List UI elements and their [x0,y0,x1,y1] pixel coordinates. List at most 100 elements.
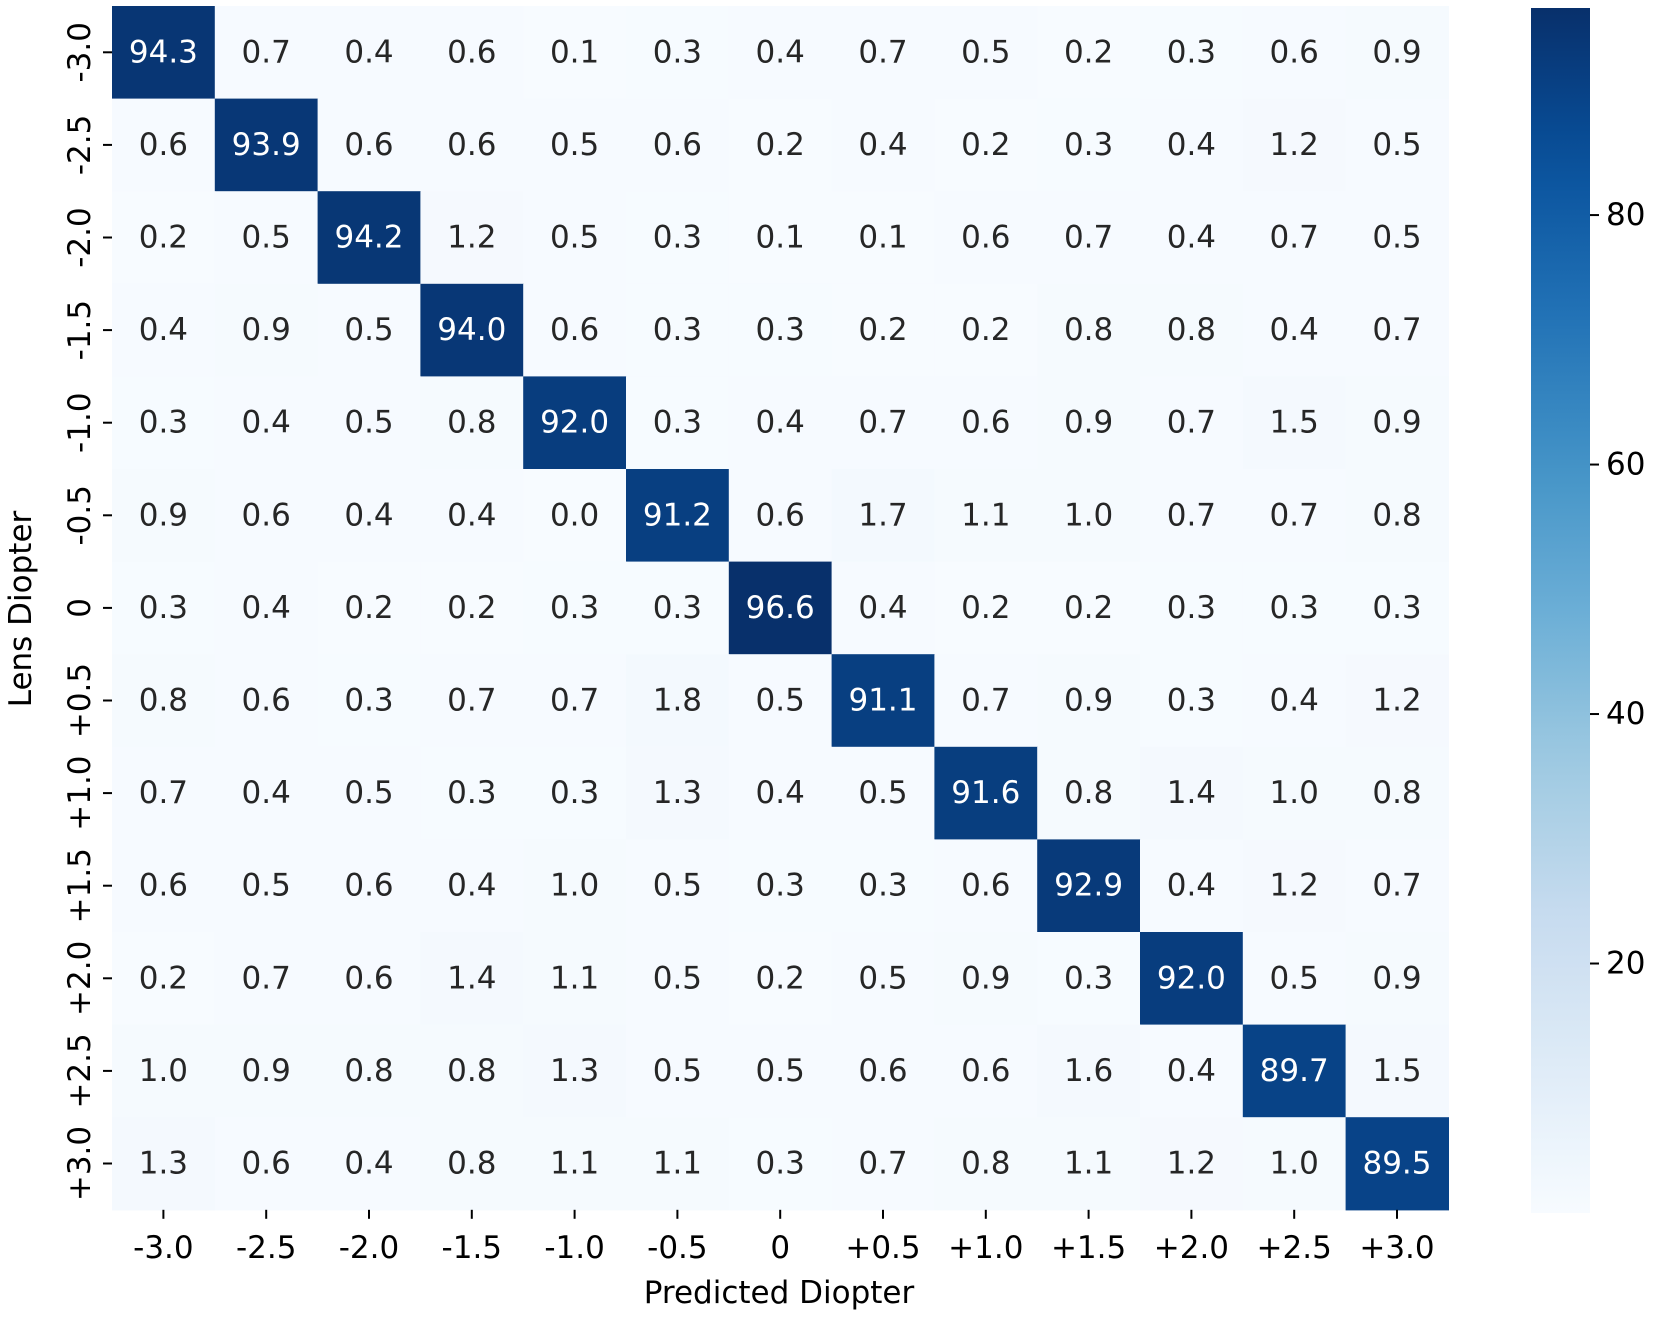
cell-value-label: 0.8 [139,683,188,719]
cell-value-label: 0.4 [1167,1053,1216,1089]
heatmap-cell [1140,376,1244,470]
y-tick-label: +1.0 [62,755,98,830]
cell-value-label: 0.7 [1167,497,1216,533]
cell-value-label: 0.5 [344,775,393,811]
cell-value-label: 0.6 [242,1146,291,1182]
cell-value-label: 1.5 [1270,405,1319,441]
cell-value-label: 0.3 [139,405,188,441]
cell-value-label: 0.3 [344,683,393,719]
heatmap-cell [1037,654,1141,748]
heatmap-cell [214,746,319,840]
heatmap-cell [626,654,730,748]
heatmap-cell [523,561,627,655]
colorbar-tick-label: 60 [1606,447,1645,483]
heatmap-cell [214,98,319,192]
heatmap-cell [1037,191,1141,285]
heatmap-cell [1345,6,1449,100]
heatmap-cell [1037,469,1141,563]
x-tick-label: -1.5 [442,1230,503,1266]
y-tick-label: 0 [62,598,98,618]
heatmap-cell [420,654,524,748]
heatmap-cell [112,1024,216,1118]
heatmap-cell [728,98,833,192]
heatmap-cell [934,1117,1038,1211]
cell-value-label: 1.3 [139,1146,188,1182]
cell-value-label: 1.0 [1064,497,1113,533]
heatmap-cell [1242,1117,1347,1211]
heatmap-cell [420,561,524,655]
cell-value-label: 0.5 [653,868,702,904]
cell-value-label: 0.6 [344,960,393,996]
heatmap-cell [1140,191,1244,285]
cell-value-label: 0.7 [1270,220,1319,256]
cell-value-label: 1.2 [1167,1146,1216,1182]
cell-value-label: 0.8 [344,1053,393,1089]
cell-value-label: 0.3 [1372,590,1421,626]
cell-value-label: 0.6 [961,405,1010,441]
heatmap-cell [1345,376,1449,470]
heatmap-cell [934,469,1038,563]
heatmap-cell [1140,746,1244,840]
cell-value-label: 0.4 [447,497,496,533]
cell-value-label: 0.1 [756,220,805,256]
cell-value-label: 0.8 [961,1146,1010,1182]
heatmap-cell [1345,1024,1449,1118]
cell-value-label: 0.5 [756,1053,805,1089]
cell-value-label: 0.6 [961,868,1010,904]
cell-value-label: 0.4 [756,34,805,70]
heatmap-cell [420,6,524,100]
cell-value-label: 1.2 [1372,683,1421,719]
heatmap-cell [728,746,833,840]
heatmap-cell [214,1024,319,1118]
heatmap-cell [934,932,1038,1026]
heatmap-cell [1140,1024,1244,1118]
heatmap-cell [420,1117,524,1211]
heatmap-cell [1345,654,1449,748]
heatmap-cell [1345,283,1449,377]
heatmap-cell [831,561,935,655]
cell-value-label: 1.8 [653,683,702,719]
cell-value-label: 0.8 [1372,497,1421,533]
cell-value-label: 0.5 [344,312,393,348]
cell-value-label: 96.6 [746,590,815,626]
cell-value-label: 0.7 [1167,405,1216,441]
heatmap-cell [831,746,935,840]
cell-value-label: 0.4 [447,868,496,904]
heatmap-cell [112,561,216,655]
heatmap-cell [523,469,627,563]
heatmap-cell [112,746,216,840]
heatmap-cell [214,469,319,563]
cell-value-label: 0.6 [344,868,393,904]
cell-value-label: 0.2 [139,960,188,996]
cell-value-label: 0.1 [858,220,907,256]
heatmap-cell [1037,6,1141,100]
heatmap-cell [214,376,319,470]
heatmap-cell [831,1024,935,1118]
cell-value-label: 0.8 [1372,775,1421,811]
cell-value-label: 1.4 [447,960,496,996]
heatmap-cell [112,283,216,377]
heatmap-cell [1037,932,1141,1026]
cell-value-label: 0.3 [756,312,805,348]
heatmap-cell [831,1117,935,1211]
heatmap-cell [728,561,833,655]
x-tick-label: -3.0 [133,1230,194,1266]
heatmap-cell [1140,654,1244,748]
heatmap-cell [112,98,216,192]
cell-value-label: 91.2 [643,497,712,533]
y-tick-label: -2.0 [62,207,98,268]
cell-value-label: 92.9 [1054,868,1123,904]
heatmap-cell [831,376,935,470]
cell-value-label: 0.8 [1064,775,1113,811]
cell-value-label: 0.5 [242,220,291,256]
cell-value-label: 1.0 [550,868,599,904]
heatmap-cell [626,1024,730,1118]
cell-value-label: 91.1 [848,683,917,719]
cell-value-label: 0.3 [1167,34,1216,70]
heatmap-cell [1242,191,1347,285]
heatmap-cell [831,6,935,100]
cell-value-label: 0.1 [550,34,599,70]
heatmap-cell [317,839,421,933]
heatmap-cell [523,839,627,933]
x-tick-label: -2.5 [236,1230,297,1266]
